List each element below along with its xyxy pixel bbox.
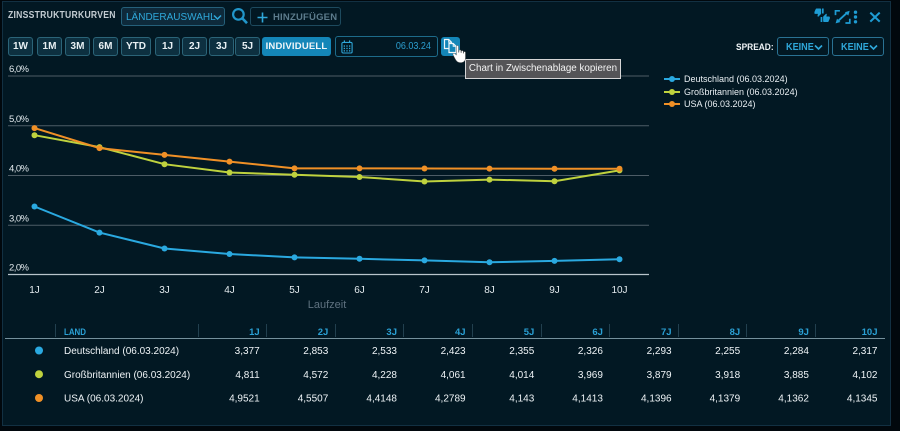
svg-text:3,0%: 3,0% (9, 213, 30, 224)
svg-text:4,1396: 4,1396 (641, 394, 672, 405)
svg-text:3,918: 3,918 (715, 370, 740, 381)
svg-text:4,228: 4,228 (372, 370, 397, 381)
svg-text:2,317: 2,317 (852, 346, 877, 357)
svg-text:Großbritannien (06.03.2024): Großbritannien (06.03.2024) (64, 370, 190, 381)
svg-text:4,1362: 4,1362 (778, 394, 809, 405)
svg-text:7J: 7J (419, 285, 430, 296)
svg-text:2,293: 2,293 (647, 346, 672, 357)
svg-text:4,1413: 4,1413 (572, 394, 603, 405)
svg-text:4J: 4J (224, 285, 235, 296)
svg-text:2,284: 2,284 (784, 346, 809, 357)
svg-text:8J: 8J (730, 327, 741, 338)
svg-text:9J: 9J (549, 285, 560, 296)
svg-text:2,423: 2,423 (441, 346, 466, 357)
svg-text:4,061: 4,061 (441, 370, 466, 381)
svg-text:5,0%: 5,0% (9, 114, 30, 125)
svg-text:3,885: 3,885 (784, 370, 809, 381)
svg-text:2,0%: 2,0% (9, 263, 30, 274)
svg-text:4,811: 4,811 (235, 370, 260, 381)
svg-text:2J: 2J (318, 327, 329, 338)
svg-text:10J: 10J (611, 285, 627, 296)
svg-text:9J: 9J (798, 327, 809, 338)
svg-text:8J: 8J (484, 285, 495, 296)
svg-text:2J: 2J (94, 285, 105, 296)
svg-text:4,4148: 4,4148 (366, 394, 397, 405)
svg-text:1J: 1J (29, 285, 40, 296)
svg-text:LAND: LAND (64, 327, 86, 338)
svg-text:2,326: 2,326 (578, 346, 603, 357)
svg-text:4,572: 4,572 (303, 370, 328, 381)
svg-text:5J: 5J (524, 327, 535, 338)
svg-text:2,255: 2,255 (715, 346, 740, 357)
svg-text:3,969: 3,969 (578, 370, 603, 381)
svg-text:3,377: 3,377 (235, 346, 260, 357)
svg-text:2,853: 2,853 (303, 346, 328, 357)
svg-text:6J: 6J (354, 285, 365, 296)
svg-text:4,102: 4,102 (852, 370, 877, 381)
svg-text:4,0%: 4,0% (9, 164, 30, 175)
svg-text:Laufzeit: Laufzeit (308, 299, 347, 311)
svg-text:4,2789: 4,2789 (435, 394, 466, 405)
svg-text:4,5507: 4,5507 (298, 394, 329, 405)
svg-text:3,879: 3,879 (647, 370, 672, 381)
svg-text:4,014: 4,014 (509, 370, 534, 381)
svg-text:4,143: 4,143 (509, 394, 534, 405)
svg-text:4,1379: 4,1379 (710, 394, 741, 405)
svg-text:2,355: 2,355 (509, 346, 534, 357)
svg-text:4J: 4J (455, 327, 466, 338)
svg-text:3J: 3J (386, 327, 397, 338)
svg-text:10J: 10J (862, 327, 878, 338)
svg-text:2,533: 2,533 (372, 346, 397, 357)
svg-text:Deutschland (06.03.2024): Deutschland (06.03.2024) (64, 346, 179, 357)
svg-text:7J: 7J (661, 327, 672, 338)
svg-text:USA (06.03.2024): USA (06.03.2024) (64, 394, 144, 405)
svg-text:6,0%: 6,0% (9, 64, 30, 75)
svg-text:6J: 6J (592, 327, 603, 338)
svg-text:5J: 5J (289, 285, 300, 296)
svg-text:4,1345: 4,1345 (847, 394, 878, 405)
svg-text:4,9521: 4,9521 (229, 394, 260, 405)
svg-text:3J: 3J (159, 285, 170, 296)
svg-text:1J: 1J (249, 327, 260, 338)
